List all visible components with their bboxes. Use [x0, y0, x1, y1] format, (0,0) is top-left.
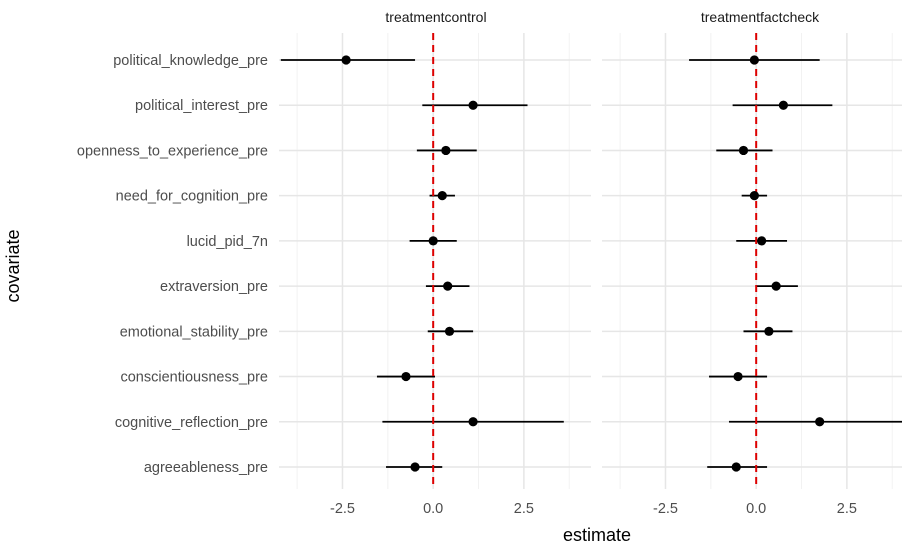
estimate-point-conscientiousness_pre — [401, 371, 411, 382]
estimate-point-political_interest_pre — [468, 100, 478, 110]
covariate-label: need_for_cognition_pre — [116, 189, 268, 205]
x-tick-labels: -2.5 0.0 2.5 -2.5 0.0 2.5 — [330, 501, 857, 517]
covariate-label: political_interest_pre — [135, 98, 268, 114]
estimate-point-extraversion_pre — [443, 281, 453, 291]
estimate-point-lucid_pid_7n — [428, 236, 438, 246]
covariate-label: extraversion_pre — [160, 279, 268, 295]
estimate-point-emotional_stability_pre — [444, 326, 455, 336]
estimate-point-extraversion_pre — [771, 281, 781, 291]
facet-panel-treatmentfactcheck — [602, 33, 902, 489]
covariate-label: agreeableness_pre — [144, 460, 268, 476]
x-tick-label: 2.5 — [837, 501, 857, 517]
estimate-point-cognitive_reflection_pre — [468, 417, 478, 427]
estimate-point-need_for_cognition_pre — [749, 191, 759, 201]
estimate-point-cognitive_reflection_pre — [815, 417, 825, 427]
x-tick-label: 0.0 — [746, 501, 766, 517]
x-tick-label: -2.5 — [653, 501, 678, 517]
estimate-point-political_interest_pre — [778, 100, 788, 110]
covariate-label: cognitive_reflection_pre — [115, 415, 268, 431]
estimate-point-emotional_stability_pre — [764, 326, 774, 336]
x-tick-label: 0.0 — [423, 501, 443, 517]
covariate-label: conscientiousness_pre — [120, 370, 268, 386]
estimate-point-openness_to_experience_pre — [738, 145, 749, 156]
estimate-point-political_knowledge_pre — [341, 55, 351, 65]
x-tick-label: 2.5 — [514, 501, 534, 517]
covariate-label: political_knowledge_pre — [113, 53, 268, 69]
estimate-point-openness_to_experience_pre — [441, 145, 451, 156]
covariate-label: emotional_stability_pre — [120, 324, 268, 340]
facet-panel-treatmentcontrol — [279, 33, 591, 489]
estimate-point-conscientiousness_pre — [733, 371, 743, 382]
x-tick-label: -2.5 — [330, 501, 355, 517]
estimate-point-agreeableness_pre — [731, 462, 741, 472]
estimate-point-lucid_pid_7n — [757, 236, 767, 246]
covariate-labels: political_knowledge_pre political_interes… — [77, 53, 268, 476]
covariate-label: openness_to_experience_pre — [77, 143, 268, 159]
facet-title-treatmentfactcheck: treatmentfactcheck — [701, 9, 820, 25]
x-axis-title: estimate — [563, 525, 631, 545]
estimate-point-agreeableness_pre — [410, 462, 420, 472]
y-axis-title: covariate — [3, 229, 23, 302]
covariate-label: lucid_pid_7n — [187, 234, 268, 250]
facet-title-treatmentcontrol: treatmentcontrol — [385, 9, 486, 25]
estimate-point-political_knowledge_pre — [749, 55, 759, 65]
estimate-point-need_for_cognition_pre — [437, 191, 447, 201]
